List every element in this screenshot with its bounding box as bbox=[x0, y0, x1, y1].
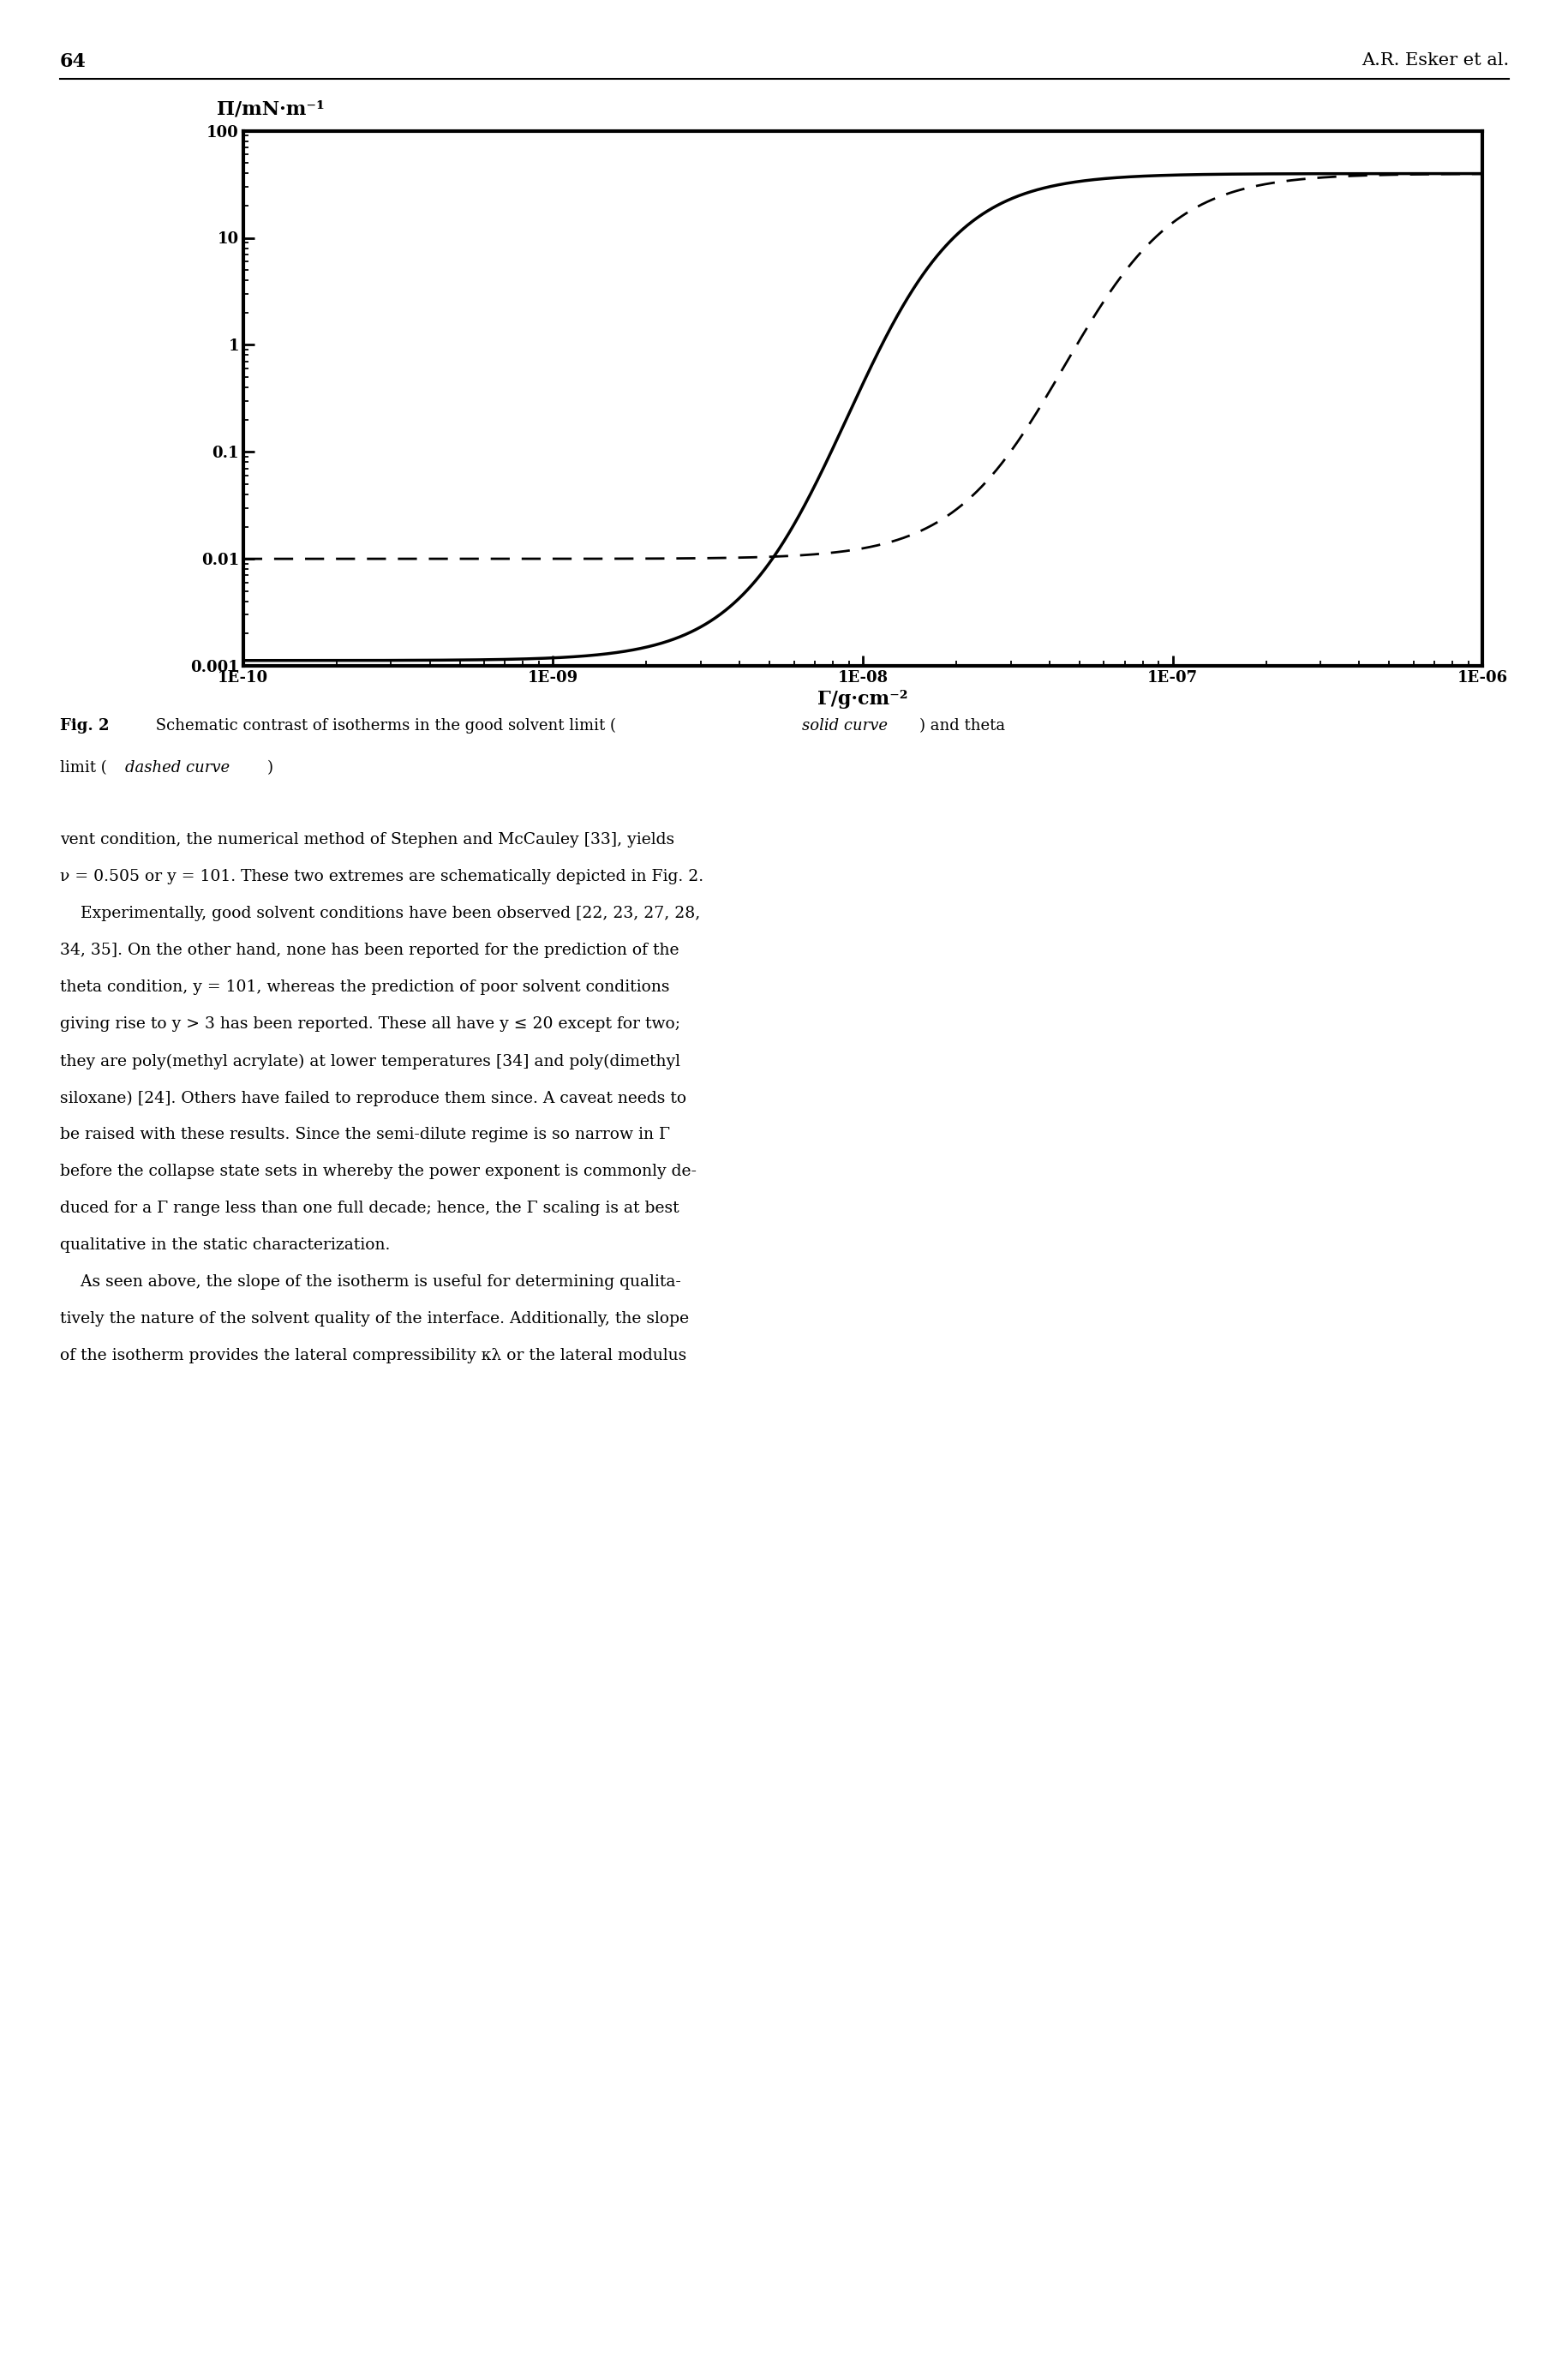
Text: vent condition, the numerical method of Stephen and McCauley [33], yields: vent condition, the numerical method of … bbox=[60, 832, 674, 847]
Text: be raised with these results. Since the semi-dilute regime is so narrow in Γ: be raised with these results. Since the … bbox=[60, 1127, 670, 1141]
Text: Γ/g·cm⁻²: Γ/g·cm⁻² bbox=[817, 690, 908, 709]
Text: ν = 0.505 or y = 101. These two extremes are schematically depicted in Fig. 2.: ν = 0.505 or y = 101. These two extremes… bbox=[60, 868, 702, 885]
Text: giving rise to y > 3 has been reported. These all have y ≤ 20 except for two;: giving rise to y > 3 has been reported. … bbox=[60, 1018, 679, 1032]
Text: As seen above, the slope of the isotherm is useful for determining qualita-: As seen above, the slope of the isotherm… bbox=[60, 1275, 681, 1289]
Text: duced for a Γ range less than one full decade; hence, the Γ scaling is at best: duced for a Γ range less than one full d… bbox=[60, 1201, 679, 1215]
Text: 34, 35]. On the other hand, none has been reported for the prediction of the: 34, 35]. On the other hand, none has bee… bbox=[60, 942, 679, 958]
Text: siloxane) [24]. Others have failed to reproduce them since. A caveat needs to: siloxane) [24]. Others have failed to re… bbox=[60, 1089, 685, 1106]
Text: ) and theta: ) and theta bbox=[919, 718, 1005, 732]
Text: before the collapse state sets in whereby the power exponent is commonly de-: before the collapse state sets in whereb… bbox=[60, 1165, 696, 1179]
Text: ): ) bbox=[267, 761, 273, 775]
Text: limit (: limit ( bbox=[60, 761, 107, 775]
Text: dashed curve: dashed curve bbox=[125, 761, 230, 775]
Text: Π/mN·m⁻¹: Π/mN·m⁻¹ bbox=[216, 100, 325, 119]
Text: tively the nature of the solvent quality of the interface. Additionally, the slo: tively the nature of the solvent quality… bbox=[60, 1310, 688, 1327]
Text: Experimentally, good solvent conditions have been observed [22, 23, 27, 28,: Experimentally, good solvent conditions … bbox=[60, 906, 699, 920]
Text: Schematic contrast of isotherms in the good solvent limit (: Schematic contrast of isotherms in the g… bbox=[151, 718, 616, 735]
Text: 64: 64 bbox=[60, 52, 86, 71]
Text: qualitative in the static characterization.: qualitative in the static characterizati… bbox=[60, 1237, 389, 1253]
Text: theta condition, y = 101, whereas the prediction of poor solvent conditions: theta condition, y = 101, whereas the pr… bbox=[60, 980, 670, 994]
Text: Fig. 2: Fig. 2 bbox=[60, 718, 108, 732]
Text: solid curve: solid curve bbox=[801, 718, 887, 732]
Text: they are poly(methyl acrylate) at lower temperatures [34] and poly(dimethyl: they are poly(methyl acrylate) at lower … bbox=[60, 1053, 679, 1070]
Text: A.R. Esker et al.: A.R. Esker et al. bbox=[1361, 52, 1508, 69]
Text: of the isotherm provides the lateral compressibility κλ or the lateral modulus: of the isotherm provides the lateral com… bbox=[60, 1348, 685, 1363]
